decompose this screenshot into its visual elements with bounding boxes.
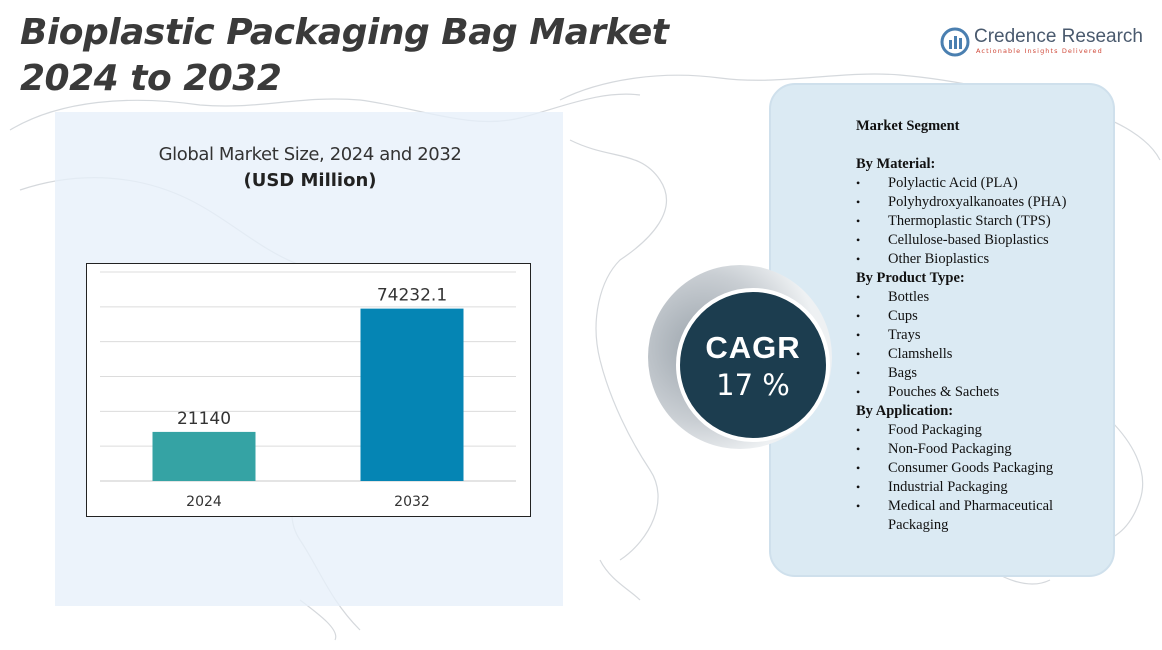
segment-list-item: Consumer Goods Packaging (856, 459, 1106, 478)
title-line-2: 2024 to 2032 (20, 58, 282, 99)
segment-list-item: Other Bioplastics (856, 250, 1106, 269)
segment-group-heading: By Product Type: (856, 270, 965, 286)
segment-list-item: Thermoplastic Starch (TPS) (856, 212, 1106, 231)
credence-research-logo: Credence Research Actionable Insights De… (940, 26, 1143, 60)
logo-name: Credence Research (974, 26, 1143, 47)
segment-list-item: Pouches & Sachets (856, 383, 1106, 402)
segment-list-item: Polylactic Acid (PLA) (856, 174, 1106, 193)
bar-value-label: 74232.1 (377, 286, 447, 306)
segment-list-item: Cups (856, 307, 1106, 326)
segment-list-item: Polyhydroxyalkanoates (PHA) (856, 193, 1106, 212)
segment-list-item: Clamshells (856, 345, 1106, 364)
segment-group-heading: By Application: (856, 403, 954, 419)
chart-title: Global Market Size, 2024 and 2032 (158, 144, 462, 165)
bar-chart: 21140 2024 74232.1 2032 (86, 263, 531, 517)
segment-list-item: Industrial Packaging (856, 478, 1106, 497)
page-title: Bioplastic Packaging Bag Market 2024 to … (20, 10, 669, 102)
bar-2024 (152, 431, 256, 481)
logo-tagline: Actionable Insights Delivered (976, 47, 1103, 55)
x-tick-label: 2032 (394, 494, 430, 510)
segment-list-item: Cellulose-based Bioplastics (856, 231, 1106, 250)
segment-spacer (856, 136, 1106, 155)
chart-labels: 21140 2024 74232.1 2032 (177, 286, 447, 510)
segment-list-item: Food Packaging (856, 421, 1106, 440)
cagr-badge: CAGR 17 % (676, 288, 830, 442)
segment-title: Market Segment (856, 118, 960, 134)
market-segment-list: Market Segment By Material: Polylactic Ac… (856, 115, 1106, 535)
segment-list-item: Bags (856, 364, 1106, 383)
bar-2032 (360, 308, 464, 481)
segment-list-item: Bottles (856, 288, 1106, 307)
segment-list-item: Non-Food Packaging (856, 440, 1106, 459)
bar-value-label: 21140 (177, 409, 231, 429)
x-tick-label: 2024 (186, 494, 222, 510)
chart-bars (152, 308, 464, 481)
cagr-value: 17 % (716, 368, 790, 402)
segment-list-item: Medical and Pharmaceutical Packaging (856, 497, 1106, 535)
title-line-1: Bioplastic Packaging Bag Market (20, 12, 669, 53)
chart-unit: (USD Million) (243, 170, 377, 191)
segment-list-item: Trays (856, 326, 1106, 345)
segment-group-heading: By Material: (856, 156, 936, 172)
logo-mark-icon (940, 27, 970, 57)
cagr-label: CAGR (705, 330, 801, 365)
